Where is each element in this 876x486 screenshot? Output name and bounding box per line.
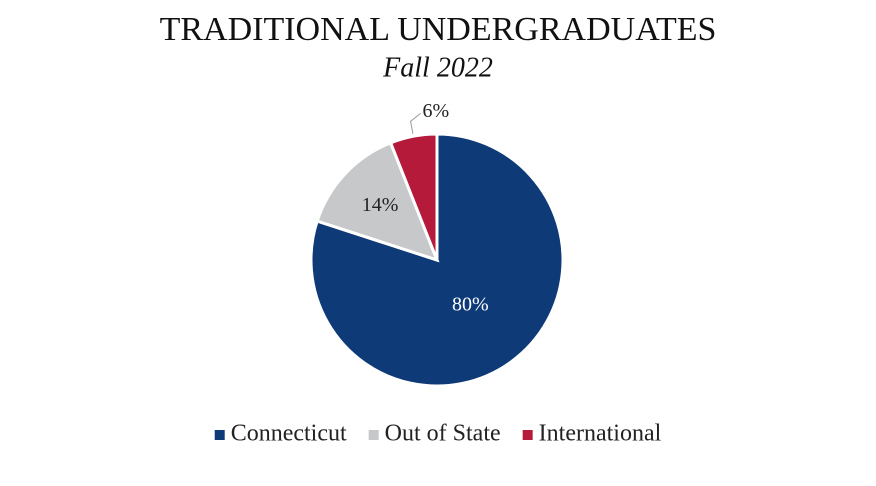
chart-subtitle: Fall 2022 [382, 52, 493, 83]
pie-slice [315, 140, 440, 263]
data-label: 80% [452, 293, 489, 315]
chart-title: TRADITIONAL UNDERGRADUATES [160, 11, 717, 48]
legend-label: Out of State [385, 421, 501, 447]
data-label: 14% [362, 194, 399, 216]
pie-slice [388, 132, 439, 261]
legend-label: International [539, 421, 662, 447]
legend-swatch [368, 430, 379, 440]
legend-swatch [522, 430, 533, 440]
legend-swatch [214, 430, 225, 440]
data-label: 6% [423, 100, 450, 122]
legend-label: Connecticut [231, 421, 347, 447]
leader-line [410, 112, 421, 134]
